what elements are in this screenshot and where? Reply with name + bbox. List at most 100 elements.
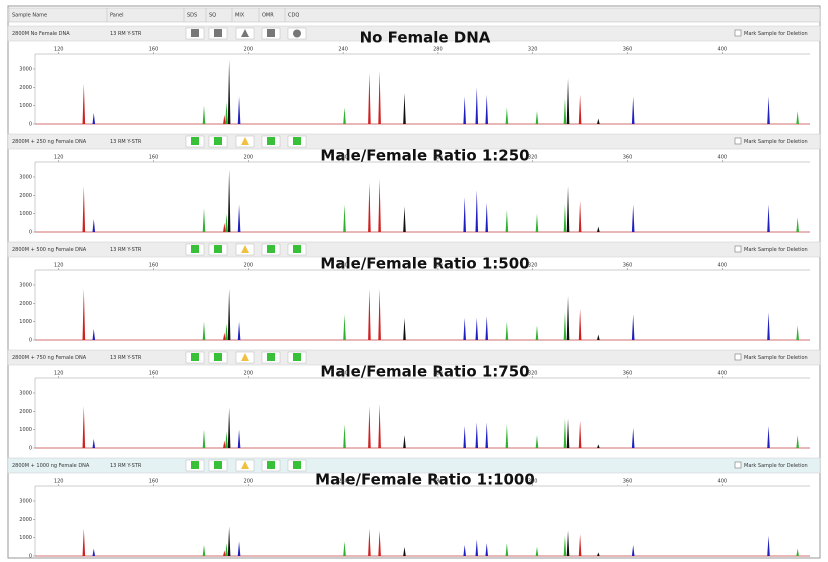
mark-checkbox[interactable] bbox=[734, 137, 742, 145]
mark-checkbox[interactable] bbox=[734, 353, 742, 361]
peak bbox=[368, 288, 371, 340]
y-tick-label: 3000 bbox=[19, 175, 32, 181]
x-tick-label: 120 bbox=[54, 479, 64, 485]
peak bbox=[535, 111, 539, 124]
status-icon bbox=[241, 29, 249, 37]
peak bbox=[227, 169, 231, 232]
peak bbox=[403, 318, 406, 340]
sample-name: 2800M + 1000 ng Female DNA bbox=[12, 463, 90, 469]
peak bbox=[566, 530, 570, 556]
peak bbox=[505, 543, 509, 556]
peak bbox=[237, 429, 241, 448]
status-icon bbox=[191, 29, 199, 37]
y-tick-label: 2000 bbox=[19, 193, 32, 199]
status-icon bbox=[267, 461, 275, 469]
x-tick-label: 160 bbox=[149, 371, 159, 377]
panel-name: 13 RM Y-STR bbox=[110, 247, 142, 253]
peak bbox=[82, 405, 86, 448]
peak bbox=[227, 59, 231, 125]
peak bbox=[237, 96, 241, 124]
peak bbox=[368, 528, 371, 556]
peak bbox=[463, 96, 466, 124]
peak bbox=[767, 96, 770, 124]
chart-title: Male/Female Ratio 1:250 bbox=[320, 147, 529, 165]
x-tick-label: 280 bbox=[433, 371, 443, 377]
status-icon bbox=[214, 137, 222, 145]
peak bbox=[92, 438, 96, 448]
x-tick-label: 240 bbox=[338, 371, 348, 377]
status-icon bbox=[267, 29, 275, 37]
peak bbox=[223, 222, 226, 232]
peak bbox=[485, 202, 489, 232]
x-tick-label: 320 bbox=[528, 371, 538, 377]
peak bbox=[463, 426, 466, 448]
y-tick-label: 1000 bbox=[19, 427, 32, 433]
peak bbox=[597, 118, 600, 124]
peak bbox=[223, 440, 226, 448]
peak bbox=[225, 323, 228, 340]
peak bbox=[82, 83, 86, 124]
y-tick-label: 3000 bbox=[19, 283, 32, 289]
column-header: Sample Name bbox=[12, 13, 47, 19]
sample-name: 2800M + 250 ng Female DNA bbox=[12, 139, 87, 145]
status-icon bbox=[191, 137, 199, 145]
status-icon bbox=[241, 137, 249, 145]
y-tick-label: 1000 bbox=[19, 319, 32, 325]
mark-checkbox[interactable] bbox=[734, 461, 742, 469]
x-tick-label: 280 bbox=[433, 263, 443, 269]
peak bbox=[368, 405, 371, 448]
y-tick-label: 0 bbox=[29, 338, 32, 344]
mark-checkbox[interactable] bbox=[734, 29, 742, 37]
peak bbox=[237, 204, 241, 232]
peak bbox=[202, 429, 206, 448]
mark-checkbox[interactable] bbox=[734, 245, 742, 253]
panel-name: 13 RM Y-STR bbox=[110, 31, 142, 37]
chart-title: Male/Female Ratio 1:500 bbox=[320, 255, 529, 273]
peak bbox=[223, 550, 226, 556]
y-tick-label: 2000 bbox=[19, 409, 32, 415]
peak bbox=[578, 94, 582, 124]
x-tick-label: 280 bbox=[433, 479, 443, 485]
peak bbox=[82, 528, 86, 556]
peak bbox=[223, 332, 226, 340]
peak bbox=[378, 404, 381, 448]
status-icon bbox=[214, 353, 222, 361]
peak bbox=[563, 535, 567, 556]
status-icon bbox=[267, 137, 275, 145]
peak bbox=[631, 96, 635, 124]
x-tick-label: 320 bbox=[528, 155, 538, 161]
peak bbox=[378, 530, 381, 556]
y-tick-label: 0 bbox=[29, 122, 32, 128]
column-header: SDS bbox=[187, 13, 197, 19]
sample-name: 2800M + 500 ng Female DNA bbox=[12, 247, 87, 253]
peak bbox=[767, 535, 770, 556]
x-tick-label: 200 bbox=[244, 263, 254, 269]
x-tick-label: 400 bbox=[718, 155, 728, 161]
column-header: Panel bbox=[110, 13, 124, 19]
x-tick-label: 160 bbox=[149, 479, 159, 485]
y-tick-label: 1000 bbox=[19, 535, 32, 541]
peak bbox=[475, 318, 479, 340]
peak bbox=[475, 539, 479, 556]
status-icon bbox=[214, 461, 222, 469]
x-tick-label: 360 bbox=[623, 47, 633, 53]
x-tick-label: 200 bbox=[244, 155, 254, 161]
sample-name: 2800M + 750 ng Female DNA bbox=[12, 355, 87, 361]
y-tick-label: 1000 bbox=[19, 103, 32, 109]
peak bbox=[368, 72, 371, 124]
peak bbox=[767, 426, 770, 448]
peak bbox=[202, 321, 206, 340]
peak bbox=[535, 213, 539, 232]
peak bbox=[475, 87, 479, 124]
peak bbox=[225, 431, 228, 448]
peak bbox=[92, 548, 96, 556]
peak bbox=[378, 70, 381, 124]
panel-name: 13 RM Y-STR bbox=[110, 355, 142, 361]
peak bbox=[597, 444, 600, 448]
chart-title: Male/Female Ratio 1:750 bbox=[320, 363, 529, 381]
column-header: SQ bbox=[209, 13, 216, 19]
peak bbox=[463, 197, 466, 232]
x-tick-label: 400 bbox=[718, 47, 728, 53]
peak bbox=[237, 321, 241, 340]
mark-label: Mark Sample for Deletion bbox=[744, 247, 808, 253]
